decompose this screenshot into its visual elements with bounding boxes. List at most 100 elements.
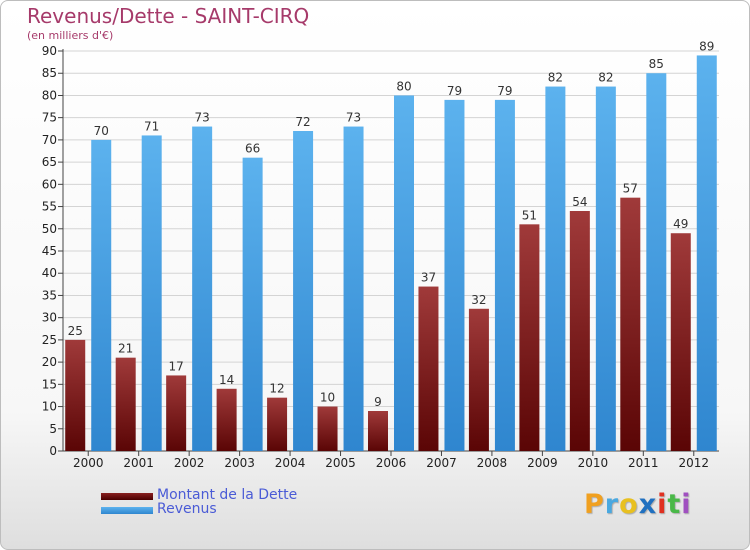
legend-swatch-dette: [101, 493, 153, 500]
logo-letter: i: [681, 489, 692, 520]
debt-value-label: 25: [68, 324, 83, 338]
proxiti-logo: Proxiti: [584, 489, 692, 520]
x-tick-label: 2008: [477, 456, 508, 470]
y-tick-label: 35: [42, 288, 57, 302]
logo-letter: t: [667, 489, 682, 520]
x-tick-label: 2005: [325, 456, 356, 470]
revenue-bar: [192, 126, 213, 452]
revenue-value-label: 85: [649, 57, 664, 71]
debt-bar: [468, 308, 489, 451]
y-tick-label: 70: [42, 133, 57, 147]
y-tick-label: 40: [42, 266, 57, 280]
revenue-value-label: 89: [699, 39, 714, 53]
y-tick-label: 50: [42, 222, 57, 236]
legend-label-dette: Montant de la Dette: [157, 487, 298, 503]
debt-value-label: 14: [219, 373, 234, 387]
y-tick-label: 20: [42, 355, 57, 369]
logo-letter: o: [619, 489, 639, 520]
chart-title: Revenus/Dette - SAINT-CIRQ: [27, 4, 310, 28]
debt-value-label: 9: [374, 395, 382, 409]
revenue-bar: [141, 135, 162, 451]
revenue-bar: [595, 86, 616, 452]
x-tick-label: 2010: [578, 456, 609, 470]
debt-bar: [65, 339, 86, 451]
debt-value-label: 10: [320, 391, 335, 405]
revenue-bar: [494, 99, 515, 451]
debt-bar: [519, 224, 540, 451]
x-tick-label: 2004: [275, 456, 306, 470]
logo-letter: P: [584, 489, 605, 520]
y-tick-label: 0: [49, 444, 57, 458]
legend-swatch-revenus: [101, 507, 153, 514]
x-tick-label: 2007: [426, 456, 457, 470]
revenue-value-label: 79: [447, 84, 462, 98]
revenue-value-label: 70: [94, 124, 109, 138]
revenue-value-label: 66: [245, 142, 260, 156]
x-tick-label: 2009: [527, 456, 558, 470]
revenue-bar: [242, 157, 263, 451]
debt-bar: [216, 388, 237, 451]
debt-value-label: 17: [169, 359, 184, 373]
debt-bar: [569, 211, 590, 451]
revenue-value-label: 72: [295, 115, 310, 129]
revenue-value-label: 73: [346, 111, 361, 125]
revenue-bar: [696, 55, 717, 451]
y-tick-label: 5: [49, 422, 57, 436]
x-tick-label: 2001: [123, 456, 154, 470]
y-tick-label: 25: [42, 333, 57, 347]
debt-bar: [166, 375, 187, 451]
y-tick-label: 75: [42, 111, 57, 125]
value-labels: 25 70 21 71 17 73 14 66 12 72 10 73 9 80 37 79 32 79 51 82 5…: [68, 39, 715, 409]
revenue-bar: [91, 139, 112, 451]
revenue-bar: [293, 131, 314, 451]
y-tick-label: 30: [42, 311, 57, 325]
revenue-value-label: 71: [144, 119, 159, 133]
debt-bar: [418, 286, 439, 451]
y-tick-label: 65: [42, 155, 57, 169]
revenue-value-label: 82: [548, 71, 563, 85]
x-tick-label: 2012: [678, 456, 709, 470]
debt-bar: [368, 411, 388, 451]
revenue-bar: [444, 99, 465, 451]
revenue-bar: [394, 95, 414, 451]
chart-subtitle: (en milliers d'€): [27, 29, 114, 42]
revenue-value-label: 79: [497, 84, 512, 98]
debt-bar: [115, 357, 136, 451]
y-tick-label: 45: [42, 244, 57, 258]
debt-value-label: 57: [623, 182, 638, 196]
logo-letter: r: [604, 489, 620, 520]
x-tick-label: 2000: [73, 456, 104, 470]
revenue-bar: [343, 126, 364, 452]
debt-value-label: 54: [572, 195, 587, 209]
revenue-bar: [545, 86, 566, 452]
x-tick-label: 2002: [174, 456, 205, 470]
y-tick-label: 85: [42, 66, 57, 80]
legend-label-revenus: Revenus: [157, 501, 217, 517]
revenue-value-label: 80: [396, 79, 411, 93]
debt-bar: [317, 406, 338, 451]
y-tick-label: 15: [42, 377, 57, 391]
x-tick-label: 2011: [628, 456, 659, 470]
logo-letter: x: [638, 489, 658, 520]
debt-value-label: 21: [118, 342, 133, 356]
y-tick-label: 80: [42, 88, 57, 102]
x-tick-label: 2006: [376, 456, 407, 470]
debt-value-label: 49: [673, 217, 688, 231]
revenue-value-label: 73: [195, 111, 210, 125]
debt-value-label: 12: [269, 382, 284, 396]
x-tick-label: 2003: [224, 456, 255, 470]
revenue-bar: [646, 73, 667, 451]
y-tick-label: 90: [42, 44, 57, 58]
debt-bar: [670, 233, 691, 451]
debt-bar: [620, 197, 641, 451]
bars: [65, 55, 717, 452]
logo-letter: i: [657, 489, 668, 520]
y-tick-label: 60: [42, 177, 57, 191]
y-tick-label: 10: [42, 400, 57, 414]
debt-value-label: 37: [421, 271, 436, 285]
revenue-value-label: 82: [598, 71, 613, 85]
debt-value-label: 51: [522, 208, 537, 222]
y-tick-label: 55: [42, 200, 57, 214]
